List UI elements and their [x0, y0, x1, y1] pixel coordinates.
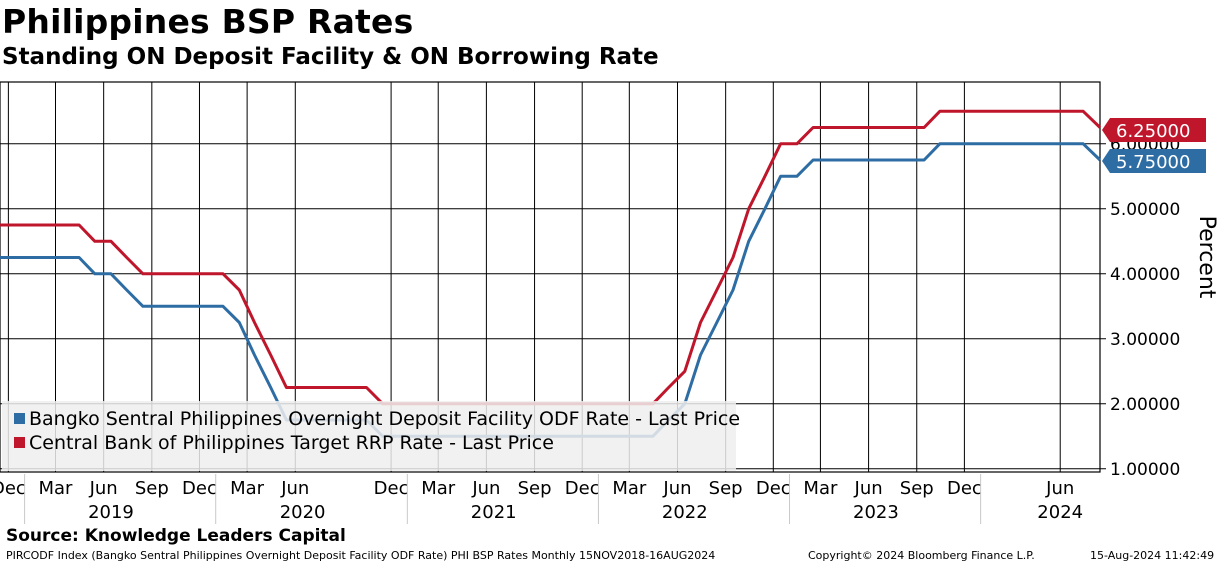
- x-tick-label: Sep: [900, 478, 934, 499]
- x-tick-label: Jun: [1045, 478, 1074, 499]
- y-tick-label: 3.00000: [1110, 330, 1180, 350]
- last-value-label-rrp: 6.25000: [1116, 121, 1190, 142]
- legend-swatch: [14, 437, 25, 448]
- year-label: 2024: [1037, 502, 1083, 523]
- x-tick-label: Sep: [135, 478, 169, 499]
- x-tick-label: Mar: [612, 478, 647, 499]
- footer-copyright: Copyright© 2024 Bloomberg Finance L.P.: [808, 549, 1035, 562]
- year-label: 2019: [88, 502, 134, 523]
- x-tick-label: Dec: [0, 478, 26, 499]
- x-tick-label: Jun: [471, 478, 500, 499]
- x-tick-label: Dec: [374, 478, 409, 499]
- x-tick-label: Sep: [709, 478, 743, 499]
- plot-area: [0, 81, 1101, 473]
- last-value-label-odf: 5.75000: [1116, 152, 1190, 173]
- source-note: Source: Knowledge Leaders Capital: [6, 526, 346, 546]
- year-label: 2021: [471, 502, 517, 523]
- year-label: 2023: [853, 502, 899, 523]
- legend-entry: Bangko Sentral Philippines Overnight Dep…: [29, 408, 740, 430]
- last-value-tag-rrp: [1102, 118, 1206, 142]
- legend-box: [2, 401, 736, 471]
- legend-swatch: [14, 413, 25, 424]
- chart-title: Philippines BSP Rates: [2, 2, 414, 41]
- series-line-rrp-rate: [0, 109, 1102, 406]
- y-tick-label: 5.00000: [1110, 200, 1180, 220]
- legend-entry: Central Bank of Philippines Target RRP R…: [29, 432, 554, 454]
- x-tick-label: Mar: [230, 478, 265, 499]
- x-tick-label: Jun: [662, 478, 691, 499]
- x-tick-label: Mar: [39, 478, 74, 499]
- x-tick-label: Jun: [89, 478, 118, 499]
- x-tick-label: Jun: [280, 478, 309, 499]
- series-line-odf-rate: [0, 142, 1102, 438]
- y-tick-label: 1.00000: [1110, 460, 1180, 480]
- chart-svg: 1.000002.000003.000004.000005.000006.000…: [0, 81, 1219, 524]
- x-tick-label: Dec: [182, 478, 217, 499]
- x-tick-label: Sep: [518, 478, 552, 499]
- year-label: 2020: [280, 502, 326, 523]
- x-tick-label: Dec: [565, 478, 600, 499]
- y-tick-label: 2.00000: [1110, 395, 1180, 415]
- chart-subtitle: Standing ON Deposit Facility & ON Borrow…: [2, 44, 659, 70]
- x-tick-label: Jun: [854, 478, 883, 499]
- y-axis-title: Percent: [1194, 216, 1219, 299]
- footer-ticker-info: PIRCODF Index (Bangko Sentral Philippine…: [6, 549, 716, 562]
- x-tick-label: Dec: [756, 478, 791, 499]
- x-tick-label: Mar: [803, 478, 838, 499]
- last-value-tag-odf: [1102, 149, 1206, 173]
- x-tick-label: Dec: [947, 478, 982, 499]
- y-tick-label: 4.00000: [1110, 265, 1180, 285]
- x-tick-label: Mar: [421, 478, 456, 499]
- footer-timestamp: 15-Aug-2024 11:42:49: [1090, 549, 1215, 562]
- year-label: 2022: [662, 502, 708, 523]
